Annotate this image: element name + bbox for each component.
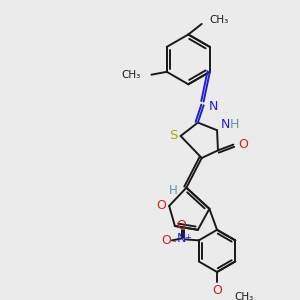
Text: N: N <box>177 232 186 245</box>
Text: CH₃: CH₃ <box>122 70 141 80</box>
Text: H: H <box>169 184 177 197</box>
Text: O: O <box>157 200 166 212</box>
Text: H: H <box>230 118 239 131</box>
Text: +: + <box>184 233 191 242</box>
Text: -: - <box>172 236 176 246</box>
Text: N: N <box>208 100 218 113</box>
Text: S: S <box>169 130 177 142</box>
Text: CH₃: CH₃ <box>209 15 229 25</box>
Text: CH₃: CH₃ <box>234 292 254 300</box>
Text: N: N <box>221 118 230 131</box>
Text: O: O <box>177 219 187 232</box>
Text: O: O <box>212 284 222 297</box>
Text: O: O <box>238 138 248 151</box>
Text: O: O <box>161 234 171 247</box>
